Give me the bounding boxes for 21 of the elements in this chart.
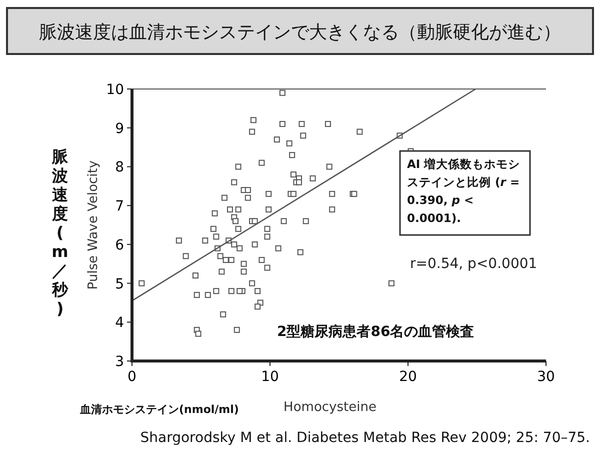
annotation: r=0.54, p<0.0001 [410, 256, 538, 272]
text: AI 増大係数もホモシステインと比例 (r = 0.390, p < 0.0001). [407, 157, 520, 225]
y-tick-label: 3 [115, 354, 124, 370]
text: 脈波速度(m／秒) [52, 147, 68, 318]
x-tick-label: 10 [261, 369, 279, 385]
y-tick-label: 9 [115, 120, 124, 137]
x-tick-label: 30 [537, 369, 555, 385]
text: Shargorodsky M et al. Diabetes Metab Res Rev 2009; 25: 70–75. [140, 430, 590, 446]
annotation: 2型糖尿病患者86名の血管検査 [277, 323, 474, 340]
y-tick-label: 10 [106, 82, 124, 98]
y-tick-label: 4 [115, 315, 124, 332]
x-axis-title: Homocysteine [284, 400, 376, 415]
x-tick-label: 0 [128, 369, 136, 385]
chart-title: 脈波速度は血清ホモシステインで大きくなる（動脈硬化が進む） [39, 22, 561, 43]
y-tick-label: 8 [115, 160, 124, 176]
y-tick-label: 7 [115, 198, 124, 215]
y-axis-title: Pulse Wave Velocity [86, 160, 101, 290]
text: 血清ホモシステイン(nmol/ml) [79, 403, 239, 416]
y-tick-label: 5 [115, 276, 124, 292]
x-tick-label: 20 [399, 369, 417, 385]
y-tick-label: 6 [115, 237, 124, 254]
